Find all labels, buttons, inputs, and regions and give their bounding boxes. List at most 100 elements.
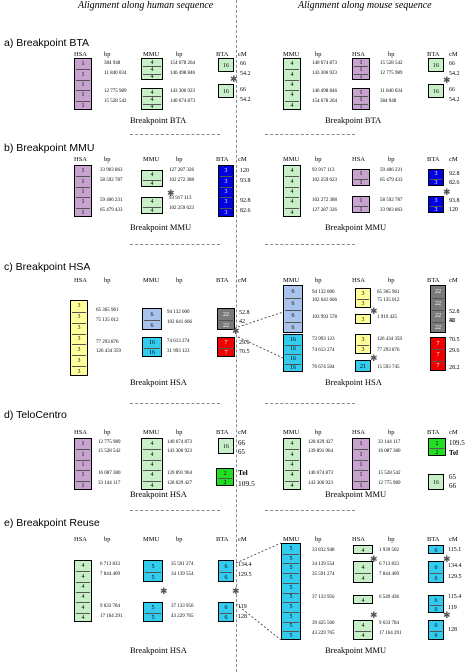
mmu-position: 140 674 873 [170, 99, 195, 104]
mmu-position: 128 029 427 [308, 440, 333, 445]
mmu-position: 154 678 264 [170, 61, 195, 66]
block-glyph: 22 [435, 313, 441, 319]
block-glyph: 5 [289, 545, 293, 552]
block-glyph: 16 [149, 350, 155, 356]
block-divider [143, 179, 161, 181]
column-header-left: bp [104, 156, 111, 163]
human-alignment-header: Alignment along human sequence [78, 0, 214, 11]
block-glyph: 3 [224, 178, 228, 185]
column-header-left: cM [238, 277, 247, 284]
column-header-right: cM [449, 536, 458, 543]
block-glyph: 4 [290, 199, 294, 206]
block-glyph: 3 [434, 179, 438, 186]
mmu-block-4: 4 4 4 4 4 [283, 438, 301, 490]
mmu-position: 43 229 765 [312, 631, 335, 636]
mmu-position: 31 993 123 [167, 349, 190, 354]
hsa-position: 77 293 876 [377, 348, 400, 353]
block-glyph: 4 [150, 180, 154, 187]
section-title: b) Breakpoint MMU [4, 142, 95, 154]
block-glyph: 6 [150, 322, 154, 329]
right-caption: Breakpoint HSA [325, 377, 382, 387]
bta-cm: 66 [449, 61, 455, 67]
block-glyph: 4 [290, 462, 294, 468]
block-divider [354, 103, 368, 105]
block-glyph: 3 [77, 357, 81, 364]
block-divider [143, 480, 161, 482]
block-glyph: 1 [359, 104, 363, 111]
block-glyph: 1 [359, 482, 363, 489]
block-glyph: 1 [81, 71, 85, 78]
column-header-left: cM [238, 51, 247, 58]
block-glyph: 5 [289, 623, 293, 630]
bta-cm: 115.4 [448, 594, 462, 600]
block-glyph: 4 [150, 89, 154, 96]
block-glyph: 1 [81, 199, 85, 206]
block-glyph: 4 [290, 82, 294, 88]
mmu-position: 127 287 326 [312, 208, 337, 213]
hsa-position: 65 479 433 [100, 208, 123, 213]
section-divider [130, 244, 220, 245]
block-glyph: 16 [290, 365, 296, 372]
column-header-left: BTA [216, 51, 229, 58]
block-glyph: 16 [433, 480, 439, 486]
hsa-position: 7 844 409 [100, 572, 120, 577]
hsa-position: 12 775 989 [378, 481, 401, 486]
column-header-left: BTA [216, 156, 229, 163]
mmu-position: 127 287 326 [169, 168, 194, 173]
block-divider [76, 592, 90, 593]
bta-cm: 120 [240, 168, 249, 174]
block-divider [76, 197, 90, 199]
block-glyph: 22 [223, 311, 229, 318]
column-header-right: bp [315, 156, 322, 163]
hsa-position: 16 087 380 [98, 471, 121, 476]
block-glyph: 3 [77, 336, 81, 342]
hsa-position: 12 775 989 [104, 89, 127, 94]
mmu-position: 37 133 956 [312, 595, 335, 600]
block-divider [143, 73, 161, 75]
block-glyph: 22 [435, 289, 441, 295]
block-divider [72, 311, 86, 313]
block-divider [285, 480, 299, 482]
block-glyph: 16 [433, 89, 439, 95]
mmu-position: 140 674 873 [312, 61, 337, 66]
block-glyph: 4 [361, 597, 365, 604]
mmu-block-4: 4 4 4 4 4 [141, 438, 163, 490]
block-divider [432, 322, 444, 323]
column-header-right: bp [315, 429, 322, 436]
column-header-left: HSA [74, 51, 88, 58]
block-divider [219, 348, 233, 349]
block-divider [143, 459, 161, 461]
block-glyph: 4 [81, 594, 85, 601]
block-glyph: 1 [81, 441, 85, 448]
column-header-left: bp [176, 277, 183, 284]
column-header-left: bp [104, 51, 111, 58]
block-divider [143, 103, 161, 105]
hsa-position: 17 164 291 [100, 614, 123, 619]
block-divider [220, 613, 232, 614]
hsa-position: 58 592 787 [100, 178, 123, 183]
block-divider [430, 178, 442, 180]
block-glyph: 3 [434, 198, 438, 205]
column-header-right: MMU [283, 429, 300, 436]
block-divider [354, 459, 368, 461]
column-header-left: BTA [216, 429, 229, 436]
bta-cm: 42 [449, 318, 455, 324]
column-header-right: BTA [427, 156, 440, 163]
block-glyph: 1 [359, 171, 363, 178]
mmu-position: 103 993 578 [312, 315, 337, 320]
bta-cm: Tel [449, 449, 459, 457]
hsa-position: 1 919 425 [377, 315, 397, 320]
hsa-position: 75 135 012 [96, 318, 119, 323]
block-glyph: 16 [290, 336, 296, 343]
bta-cm: 29.6 [239, 340, 250, 346]
left-caption: Breakpoint HSA [130, 645, 187, 655]
block-divider [432, 298, 444, 299]
block-divider [285, 310, 301, 311]
